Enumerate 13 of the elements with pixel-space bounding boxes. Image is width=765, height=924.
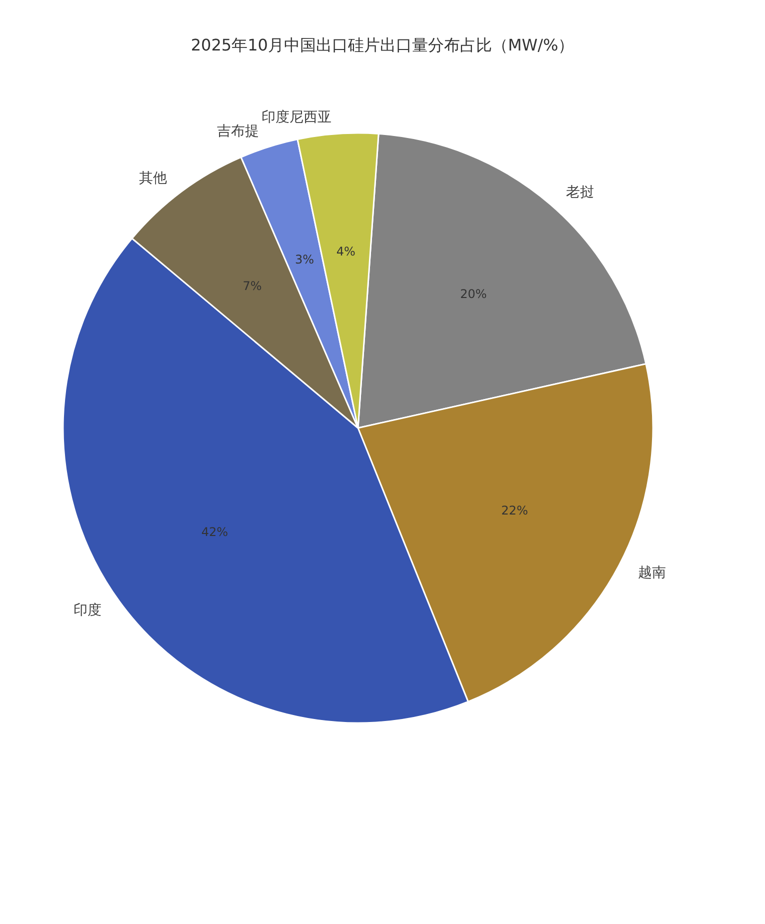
- data-label: 7%: [242, 279, 262, 294]
- data-label: 4%: [336, 244, 356, 258]
- slice-label: 其他: [139, 170, 168, 187]
- data-label: 42%: [201, 524, 228, 539]
- slice-label: 越南: [638, 564, 666, 581]
- data-label: 3%: [294, 252, 314, 266]
- slice-label: 印度尼西亚: [262, 110, 332, 126]
- slice-label: 老挝: [566, 184, 594, 200]
- data-label: 20%: [460, 286, 487, 301]
- slice-label: 印度: [73, 602, 102, 619]
- slice-label: 吉布提: [216, 124, 259, 140]
- chart-title: 2025年10月中国出口硅片出口量分布占比（MW/%）: [190, 36, 574, 54]
- data-label: 22%: [501, 503, 528, 518]
